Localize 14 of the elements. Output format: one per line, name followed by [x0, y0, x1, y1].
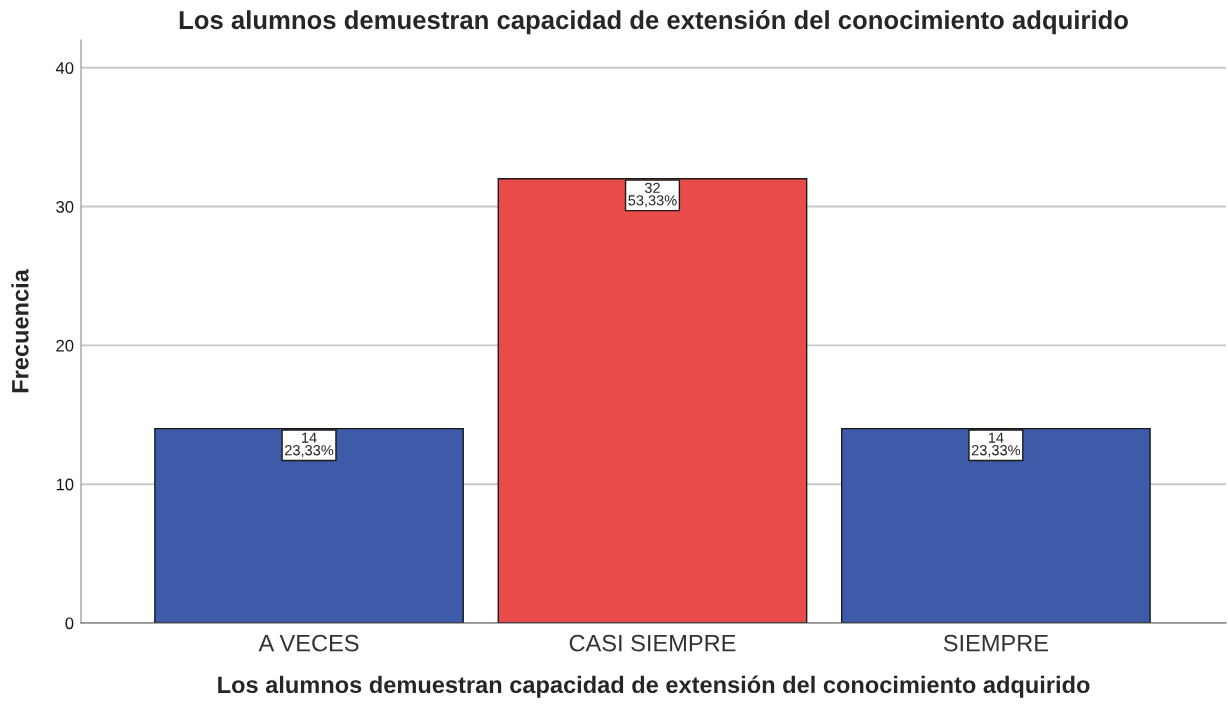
y-tick-label: 40 [55, 62, 74, 74]
x-tick-label: CASI SIEMPRE [569, 634, 736, 652]
chart-title: Los alumnos demuestran capacidad de extensión del conocimiento adquirido [179, 10, 1128, 35]
data-label: 14 23,33% [971, 432, 1021, 458]
x-axis-title: Los alumnos demuestran capacidad de extensión del conocimiento adquirido [218, 675, 1090, 698]
x-tick-label: A VECES [258, 634, 359, 652]
data-label: 32 53,33% [628, 182, 677, 208]
y-tick-label: 0 [65, 617, 74, 630]
y-tick-label: 10 [56, 478, 74, 491]
x-tick-label: SIEMPRE [943, 634, 1049, 652]
y-tick-label: 20 [56, 339, 74, 352]
data-label: 14 23,33% [285, 432, 334, 458]
y-tick-label: 30 [56, 200, 74, 213]
y-axis-title: Frecuencia [11, 269, 29, 393]
